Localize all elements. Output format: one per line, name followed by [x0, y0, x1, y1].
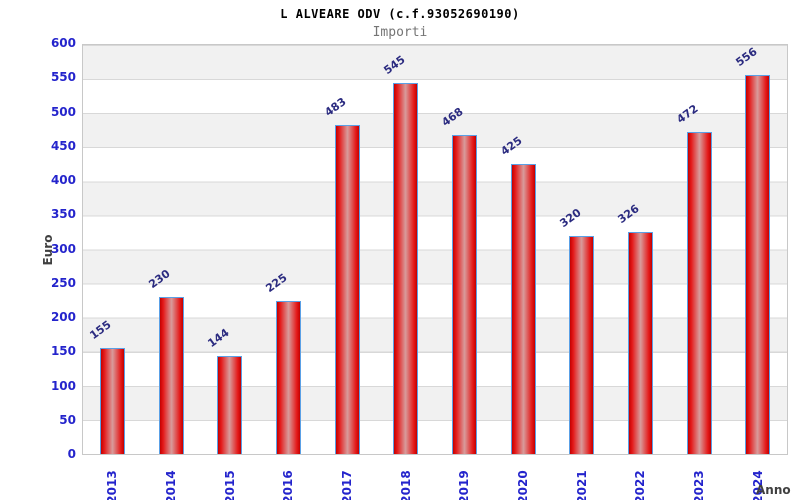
- bar-value-label: 326: [615, 201, 642, 226]
- x-tick-label: 2019: [457, 470, 472, 500]
- bar-value-label: 545: [381, 52, 408, 77]
- chart-title: L ALVEARE ODV (c.f.93052690190): [280, 7, 520, 21]
- bar-value-label: 320: [557, 205, 584, 230]
- bar-value-label: 155: [87, 318, 114, 343]
- x-tick-label: 2017: [340, 470, 354, 500]
- bar: [99, 348, 125, 454]
- x-tick-label: 2018: [398, 470, 413, 500]
- x-tick-label: 2020: [516, 470, 530, 500]
- y-tick-label: 200: [50, 310, 76, 324]
- bar-value-label: 468: [439, 104, 466, 129]
- x-axis-title: Anno: [756, 483, 791, 497]
- y-tick-label: 250: [50, 275, 76, 290]
- x-axis: 2013 2014 2015 2016 2017 2018 2019 2020 2021 2022…: [83, 470, 787, 500]
- chart-subtitle: Importi: [372, 25, 428, 40]
- bar: [217, 355, 243, 454]
- y-tick-label: 0: [67, 447, 76, 461]
- bar-value-label: 144: [205, 325, 232, 350]
- y-tick-label: 100: [50, 378, 76, 393]
- x-tick-label: 2016: [281, 470, 296, 500]
- bar: [334, 124, 360, 454]
- bar: [393, 82, 419, 454]
- bar: [627, 231, 653, 454]
- plot-area: 155 230 144 225 483 545 468 425 320 326 472 556: [82, 44, 788, 455]
- bar-value-label: 225: [263, 270, 290, 295]
- y-tick-label: 50: [59, 412, 76, 427]
- bar-value-label: 230: [146, 267, 173, 292]
- x-tick-label: 2013: [105, 470, 120, 500]
- y-tick-label: 600: [50, 36, 76, 50]
- y-tick-label: 150: [50, 344, 76, 359]
- bar: [158, 297, 184, 454]
- y-tick-label: 500: [50, 104, 76, 119]
- y-tick-label: 400: [50, 173, 76, 187]
- bar: [686, 132, 712, 454]
- x-tick-label: 2022: [633, 470, 648, 500]
- bar: [745, 75, 771, 454]
- bar-value-label: 472: [674, 102, 701, 127]
- y-tick-label: 550: [50, 70, 76, 85]
- x-tick-label: 2021: [574, 470, 589, 500]
- bar: [510, 164, 536, 454]
- bar: [275, 300, 301, 454]
- bar: [569, 235, 595, 454]
- y-tick-label: 450: [50, 138, 76, 153]
- bar-value-label: 425: [498, 134, 525, 159]
- y-axis: 0 50 100 150 200 250 300 350 400 450 500 550 600: [0, 36, 76, 461]
- bar-value-label: 483: [322, 94, 349, 119]
- y-tick-label: 300: [50, 241, 76, 256]
- bar-value-label: 556: [733, 44, 760, 69]
- x-tick-label: 2015: [222, 470, 237, 500]
- x-tick-label: 2014: [164, 470, 178, 500]
- x-tick-label: 2023: [692, 470, 706, 500]
- bar: [451, 134, 477, 454]
- y-tick-label: 350: [50, 207, 76, 222]
